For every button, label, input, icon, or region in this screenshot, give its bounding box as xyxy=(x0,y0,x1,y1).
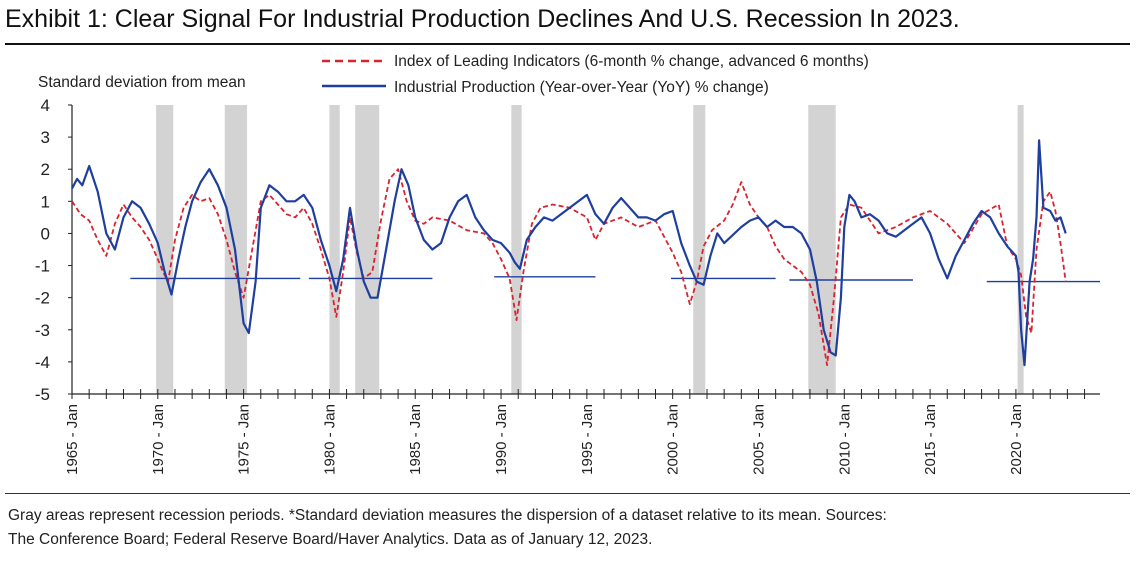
x-tick-label-3: 1980 - Jan xyxy=(321,404,338,475)
y-tick-label-3: 1 xyxy=(41,192,50,211)
chart: 4 3 2 1 0 -1 -2 -3 -4 -5 1965 - Jan 1970 - Jan 1975 … xyxy=(35,53,1100,475)
recession-band-3 xyxy=(355,105,380,394)
x-tick-label-10: 2015 - Jan xyxy=(922,404,939,475)
legend: Index of Leading Indicators (6-month % c… xyxy=(322,53,869,96)
source-note: Gray areas represent recession periods. … xyxy=(8,504,1128,552)
y-tick-label-9: -5 xyxy=(35,385,50,404)
legend-label-ip: Industrial Production (Year-over-Year (Y… xyxy=(394,79,769,96)
x-tick-label-11: 2020 - Jan xyxy=(1008,404,1025,475)
y-tick-label-0: 4 xyxy=(41,96,50,115)
series-lines xyxy=(71,139,1067,367)
y-tick-label-8: -4 xyxy=(35,353,50,372)
x-tick-label-0: 1965 - Jan xyxy=(64,404,81,475)
y-axis-label: Standard deviation from mean xyxy=(38,74,246,91)
y-tick-label-4: 0 xyxy=(41,224,50,243)
y-tick-label-1: 3 xyxy=(41,128,50,147)
source-note-line-2: The Conference Board; Federal Reserve Bo… xyxy=(8,531,653,548)
legend-label-lei: Index of Leading Indicators (6-month % c… xyxy=(394,53,869,70)
recession-bands xyxy=(156,105,1024,394)
axes: 4 3 2 1 0 -1 -2 -3 -4 -5 1965 - Jan 1970 - Jan 1975 … xyxy=(35,96,1100,475)
x-tick-label-1: 1970 - Jan xyxy=(150,404,167,475)
recession-band-0 xyxy=(156,105,174,394)
x-tick-label-4: 1985 - Jan xyxy=(407,404,424,475)
y-tick-label-7: -3 xyxy=(35,321,50,340)
x-tick-label-6: 1995 - Jan xyxy=(579,404,596,475)
title-underline xyxy=(5,43,1130,45)
note-divider xyxy=(5,493,1130,494)
y-tick-label-2: 2 xyxy=(41,160,50,179)
recession-band-2 xyxy=(329,105,340,394)
exhibit-title: Exhibit 1: Clear Signal For Industrial P… xyxy=(5,5,960,33)
recession-band-4 xyxy=(511,105,522,394)
x-tick-label-9: 2010 - Jan xyxy=(836,404,853,475)
x-tick-label-2: 1975 - Jan xyxy=(236,404,253,475)
y-tick-label-6: -2 xyxy=(35,289,50,308)
series-line-ip xyxy=(71,139,1067,367)
x-tick-label-5: 1990 - Jan xyxy=(493,404,510,475)
x-tick-label-7: 2000 - Jan xyxy=(665,404,682,475)
recession-band-5 xyxy=(693,105,706,394)
threshold-lines xyxy=(130,276,1100,283)
recession-band-7 xyxy=(1017,105,1024,394)
recession-band-6 xyxy=(808,105,836,394)
x-tick-label-8: 2005 - Jan xyxy=(750,404,767,475)
y-tick-label-5: -1 xyxy=(35,257,50,276)
source-note-line-1: Gray areas represent recession periods. … xyxy=(8,507,887,524)
series-line-lei xyxy=(71,168,1067,367)
